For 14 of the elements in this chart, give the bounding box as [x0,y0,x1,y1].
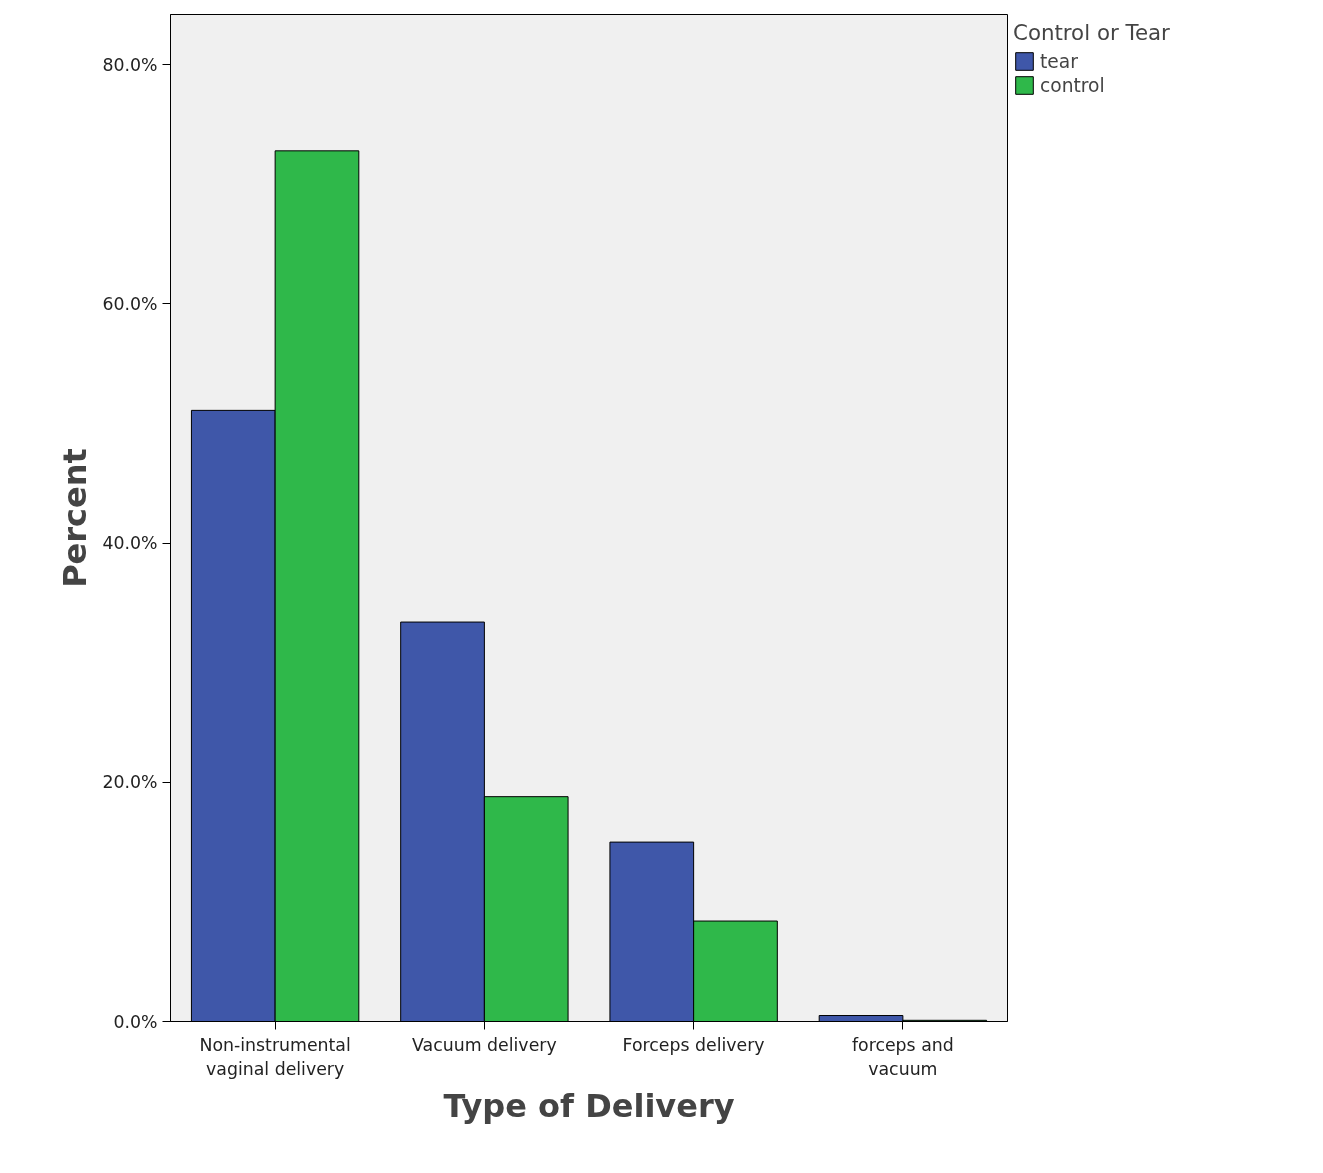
y-tick-label: 80.0% [102,54,158,75]
y-tick-label: 0.0% [113,1011,158,1032]
legend-label: control [1040,74,1105,96]
y-axis-title: Percent [56,448,95,588]
y-tick-label: 20.0% [102,772,158,793]
legend-title: Control or Tear [1013,20,1170,45]
y-tick-label: 60.0% [102,293,158,314]
x-tick-label: Forceps delivery [622,1034,765,1055]
x-tick-label: forceps and vacuum [851,1034,954,1079]
y-tick-label: 40.0% [102,533,158,554]
x-tick-label: Vacuum delivery [412,1034,557,1055]
x-tick-label: Non-instrumental vaginal delivery [199,1034,351,1079]
legend-label: tear [1040,50,1078,72]
x-axis-title: Type of Delivery [443,1086,735,1125]
